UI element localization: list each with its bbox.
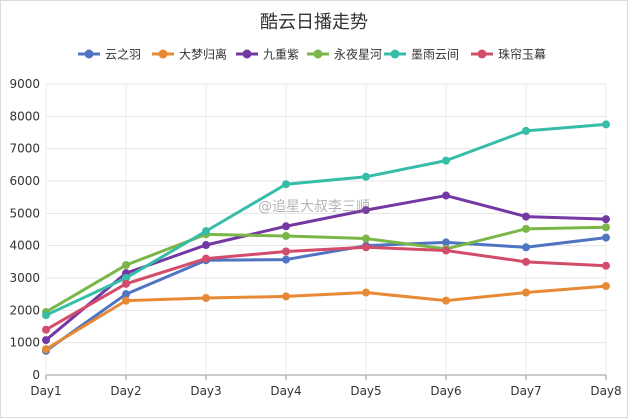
legend-item[interactable]: 云之羽	[78, 48, 141, 62]
series-line	[44, 236, 608, 353]
data-point[interactable]	[42, 311, 50, 320]
data-point[interactable]	[522, 288, 530, 297]
x-tick-label: Day5	[350, 384, 381, 398]
series-line	[44, 245, 608, 332]
legend-label: 九重紫	[263, 48, 299, 62]
data-point[interactable]	[522, 243, 530, 252]
legend-label: 云之羽	[105, 48, 141, 62]
data-point[interactable]	[602, 233, 610, 242]
data-point[interactable]	[602, 120, 610, 129]
series-line	[44, 225, 608, 314]
chart-title: 酷云日播走势	[260, 12, 368, 33]
data-point[interactable]	[522, 126, 530, 135]
series	[42, 282, 610, 354]
legend-item[interactable]: 九重紫	[236, 48, 299, 62]
legend-item[interactable]: 大梦归离	[152, 47, 227, 62]
legend-item[interactable]: 珠帘玉幕	[471, 47, 546, 62]
data-point[interactable]	[42, 336, 50, 345]
data-point[interactable]	[282, 222, 290, 231]
legend-marker	[313, 49, 323, 59]
legend-label: 永夜星河	[334, 47, 382, 62]
data-point[interactable]	[202, 294, 210, 303]
x-tick-label: Day4	[270, 384, 301, 398]
data-point[interactable]	[442, 246, 450, 255]
y-tick-label: 0	[32, 368, 40, 382]
data-point[interactable]	[362, 243, 370, 252]
data-point[interactable]	[122, 290, 130, 299]
data-point[interactable]	[202, 241, 210, 250]
legend: 云之羽 大梦归离 九重紫 永夜星河 墨雨云间 珠帘玉幕	[78, 47, 546, 62]
x-tick-label: Day1	[30, 384, 61, 398]
series-lines	[42, 120, 610, 355]
y-tick-label: 8000	[9, 109, 40, 123]
legend-label: 墨雨云间	[411, 48, 459, 62]
data-point[interactable]	[442, 156, 450, 165]
y-tick-label: 4000	[9, 239, 40, 253]
legend-marker	[242, 49, 252, 59]
data-point[interactable]	[362, 206, 370, 215]
legend-marker	[477, 49, 487, 59]
data-point[interactable]	[202, 227, 210, 236]
y-tick-label: 7000	[9, 142, 40, 156]
data-point[interactable]	[42, 345, 50, 354]
y-tick-label: 3000	[9, 271, 40, 285]
data-point[interactable]	[282, 247, 290, 256]
series-line	[44, 122, 608, 317]
data-point[interactable]	[522, 212, 530, 221]
data-point[interactable]	[602, 223, 610, 232]
data-point[interactable]	[122, 261, 130, 270]
series	[42, 243, 610, 334]
legend-item[interactable]: 永夜星河	[307, 47, 382, 62]
legend-label: 大梦归离	[179, 47, 227, 62]
legend-marker	[84, 49, 94, 59]
data-point[interactable]	[442, 296, 450, 305]
legend-item[interactable]: 墨雨云间	[384, 48, 459, 62]
data-point[interactable]	[42, 325, 50, 334]
y-tick-label: 6000	[9, 174, 40, 188]
legend-marker	[158, 49, 168, 59]
data-point[interactable]	[602, 282, 610, 291]
data-point[interactable]	[282, 231, 290, 240]
x-tick-label: Day8	[590, 384, 621, 398]
data-point[interactable]	[602, 215, 610, 224]
legend-label: 珠帘玉幕	[498, 47, 546, 62]
y-tick-label: 9000	[9, 77, 40, 91]
data-point[interactable]	[522, 224, 530, 233]
data-point[interactable]	[282, 180, 290, 189]
data-point[interactable]	[122, 296, 130, 305]
legend-marker	[390, 49, 400, 59]
y-tick-label: 5000	[9, 206, 40, 220]
data-point[interactable]	[442, 191, 450, 200]
data-point[interactable]	[602, 261, 610, 270]
data-point[interactable]	[282, 255, 290, 264]
data-point[interactable]	[202, 254, 210, 263]
y-tick-label: 1000	[9, 336, 40, 350]
data-point[interactable]	[122, 279, 130, 288]
data-point[interactable]	[122, 274, 130, 282]
data-point[interactable]	[282, 292, 290, 301]
data-point[interactable]	[362, 234, 370, 243]
x-tick-label: Day7	[510, 384, 541, 398]
axes: 0 1000 2000 3000 4000 5000 6000 7000 8000 9000 Day…	[9, 77, 621, 398]
x-tick-label: Day6	[430, 384, 461, 398]
data-point[interactable]	[442, 238, 450, 247]
series-line	[44, 284, 608, 351]
data-point[interactable]	[362, 172, 370, 181]
y-tick-label: 2000	[9, 303, 40, 317]
data-point[interactable]	[362, 288, 370, 297]
x-tick-label: Day2	[110, 384, 141, 398]
x-tick-label: Day3	[190, 384, 221, 398]
series	[42, 120, 610, 320]
series-line	[44, 194, 608, 342]
series	[42, 223, 610, 316]
data-point[interactable]	[522, 257, 530, 266]
